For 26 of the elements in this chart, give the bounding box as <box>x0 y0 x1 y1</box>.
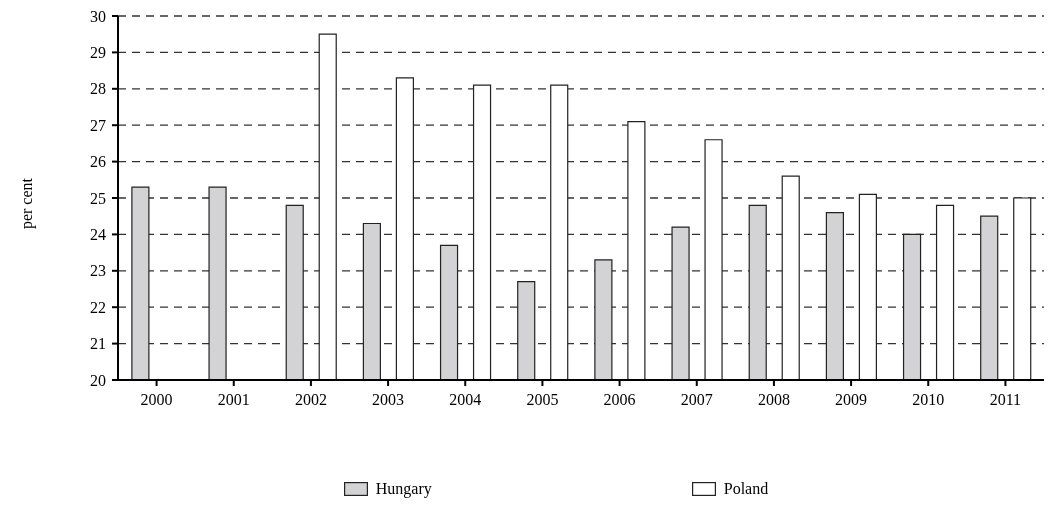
x-tick-label: 2011 <box>989 391 1022 409</box>
y-tick-label: 24 <box>90 226 106 244</box>
legend-label: Poland <box>722 480 769 498</box>
legend-label: Hungary <box>374 480 432 498</box>
y-axis-title: per cent <box>18 178 36 230</box>
y-tick-label: 20 <box>90 371 106 389</box>
x-tick-label: 2008 <box>757 391 790 409</box>
y-tick-label: 30 <box>90 7 106 25</box>
y-tick-label: 23 <box>90 262 106 280</box>
x-tick-label: 2006 <box>603 391 636 409</box>
y-tick-label: 27 <box>90 116 106 134</box>
y-tick-label: 21 <box>90 335 106 353</box>
x-tick-label: 2009 <box>835 391 868 409</box>
x-tick-label: 2005 <box>526 391 559 409</box>
x-tick-label: 2007 <box>680 391 713 409</box>
x-tick-label: 2003 <box>372 391 405 409</box>
x-tick-label: 2000 <box>140 391 173 409</box>
x-tick-label: 2001 <box>217 391 250 409</box>
x-tick-label: 2010 <box>912 391 945 409</box>
x-tick-label: 2004 <box>449 391 482 409</box>
y-tick-label: 22 <box>90 298 106 316</box>
y-tick-label: 26 <box>90 153 106 171</box>
y-tick-label: 28 <box>90 80 106 98</box>
y-tick-label: 29 <box>90 44 106 62</box>
y-tick-label: 25 <box>90 189 106 207</box>
x-tick-label: 2002 <box>294 391 327 409</box>
